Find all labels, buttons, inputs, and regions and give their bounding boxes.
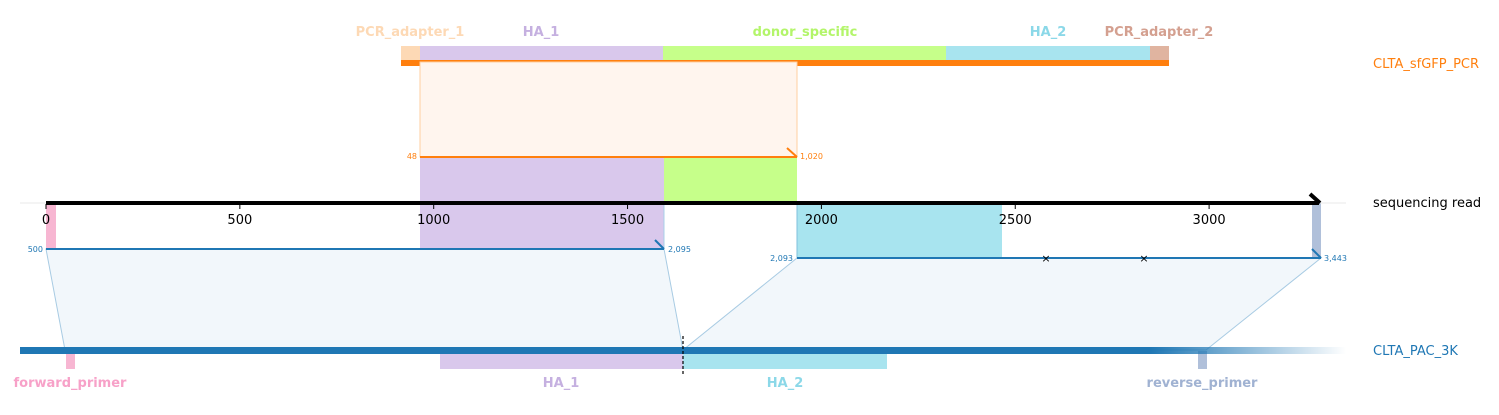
axis-tick-label: 1500: [611, 213, 644, 228]
ref-alignment-2-end-label: 3,443: [1324, 254, 1347, 263]
pcr-feature-label: donor_specific: [753, 25, 858, 40]
axis-ticks: 0 500 1000 1500 2000 2500 3000: [42, 204, 1226, 228]
ref-feature-label: HA_1: [543, 376, 580, 391]
ref-feature-label: reverse_primer: [1147, 376, 1259, 391]
pcr-alignment-shade: [419, 61, 798, 158]
pcr-feature-label: HA_1: [523, 25, 560, 40]
read-feature-forward-primer: [46, 203, 56, 249]
axis-tick-label: 2500: [999, 213, 1032, 228]
pcr-alignment-start-label: 48: [407, 152, 417, 161]
read-feature-donor-specific: [664, 157, 797, 203]
ref-alignment-1-arrow: [654, 239, 665, 250]
pcr-alignment-end-label: 1,020: [800, 152, 823, 161]
ref-alignment-1-shade: [45, 248, 684, 351]
axis-tick-label: 3000: [1193, 213, 1226, 228]
read-feature-ha-1: [420, 157, 664, 203]
ref-alignment-1-end-label: 2,095: [668, 245, 691, 254]
ref-alignment-2-start-label: 2,093: [770, 254, 793, 263]
pcr-feature-label: HA_2: [1030, 25, 1067, 40]
axis-tick-label: 1000: [417, 213, 450, 228]
axis-tick-label: 0: [42, 213, 50, 228]
ref-alignment-1-start-label: 500: [28, 245, 43, 254]
ref-feature-label: forward_primer: [14, 376, 128, 391]
mismatch-marker: ×: [1041, 252, 1050, 265]
axis-tick-label: 2000: [805, 213, 838, 228]
pcr-feature-ha-1: [420, 46, 663, 62]
ref-feature-label: HA_2: [767, 376, 804, 391]
pcr-feature-label: PCR_adapter_2: [1105, 25, 1214, 40]
ref-feature-reverse-primer: [1198, 351, 1207, 369]
ref-feature-forward-primer: [66, 351, 75, 369]
pcr-feature-label: PCR_adapter_1: [356, 25, 465, 40]
pcr-feature-ha-2: [946, 46, 1150, 62]
pcr-feature-pcr-adapter-1: [401, 46, 420, 62]
reference-backbone: [20, 347, 1150, 354]
read-feature-ha-1-lower: [420, 203, 664, 249]
ref-feature-ha-1: [440, 351, 683, 369]
read-track-label: sequencing read: [1373, 196, 1481, 211]
mismatch-marker: ×: [1139, 252, 1148, 265]
reference-alignments: 500 2,095 2,093 3,443 × ×: [28, 203, 1347, 351]
ref-feature-ha-2: [683, 351, 887, 369]
pcr-alignment: 48 1,020: [407, 61, 823, 203]
reference-backbone-fade: [1150, 347, 1346, 354]
read-feature-reverse-primer: [1312, 203, 1321, 258]
read-axis: 0 500 1000 1500 2000 2500 3000 sequencing read: [20, 192, 1481, 228]
read-feature-ha-2: [797, 203, 1002, 258]
reference-track: forward_primer HA_1 HA_2 reverse_primer …: [14, 336, 1458, 391]
pcr-track-label: CLTA_sfGFP_PCR: [1373, 57, 1479, 72]
ref-alignment-2-arrow: [1311, 248, 1322, 259]
reference-track-label: CLTA_PAC_3K: [1373, 344, 1458, 359]
ref-alignment-2-shade: [681, 257, 1323, 351]
axis-tick-label: 500: [227, 213, 252, 228]
pcr-feature-donor-specific: [663, 46, 946, 62]
read-arrow-head: [1308, 192, 1322, 205]
pcr-feature-pcr-adapter-2: [1150, 46, 1169, 62]
pcr-alignment-arrow: [786, 147, 798, 158]
